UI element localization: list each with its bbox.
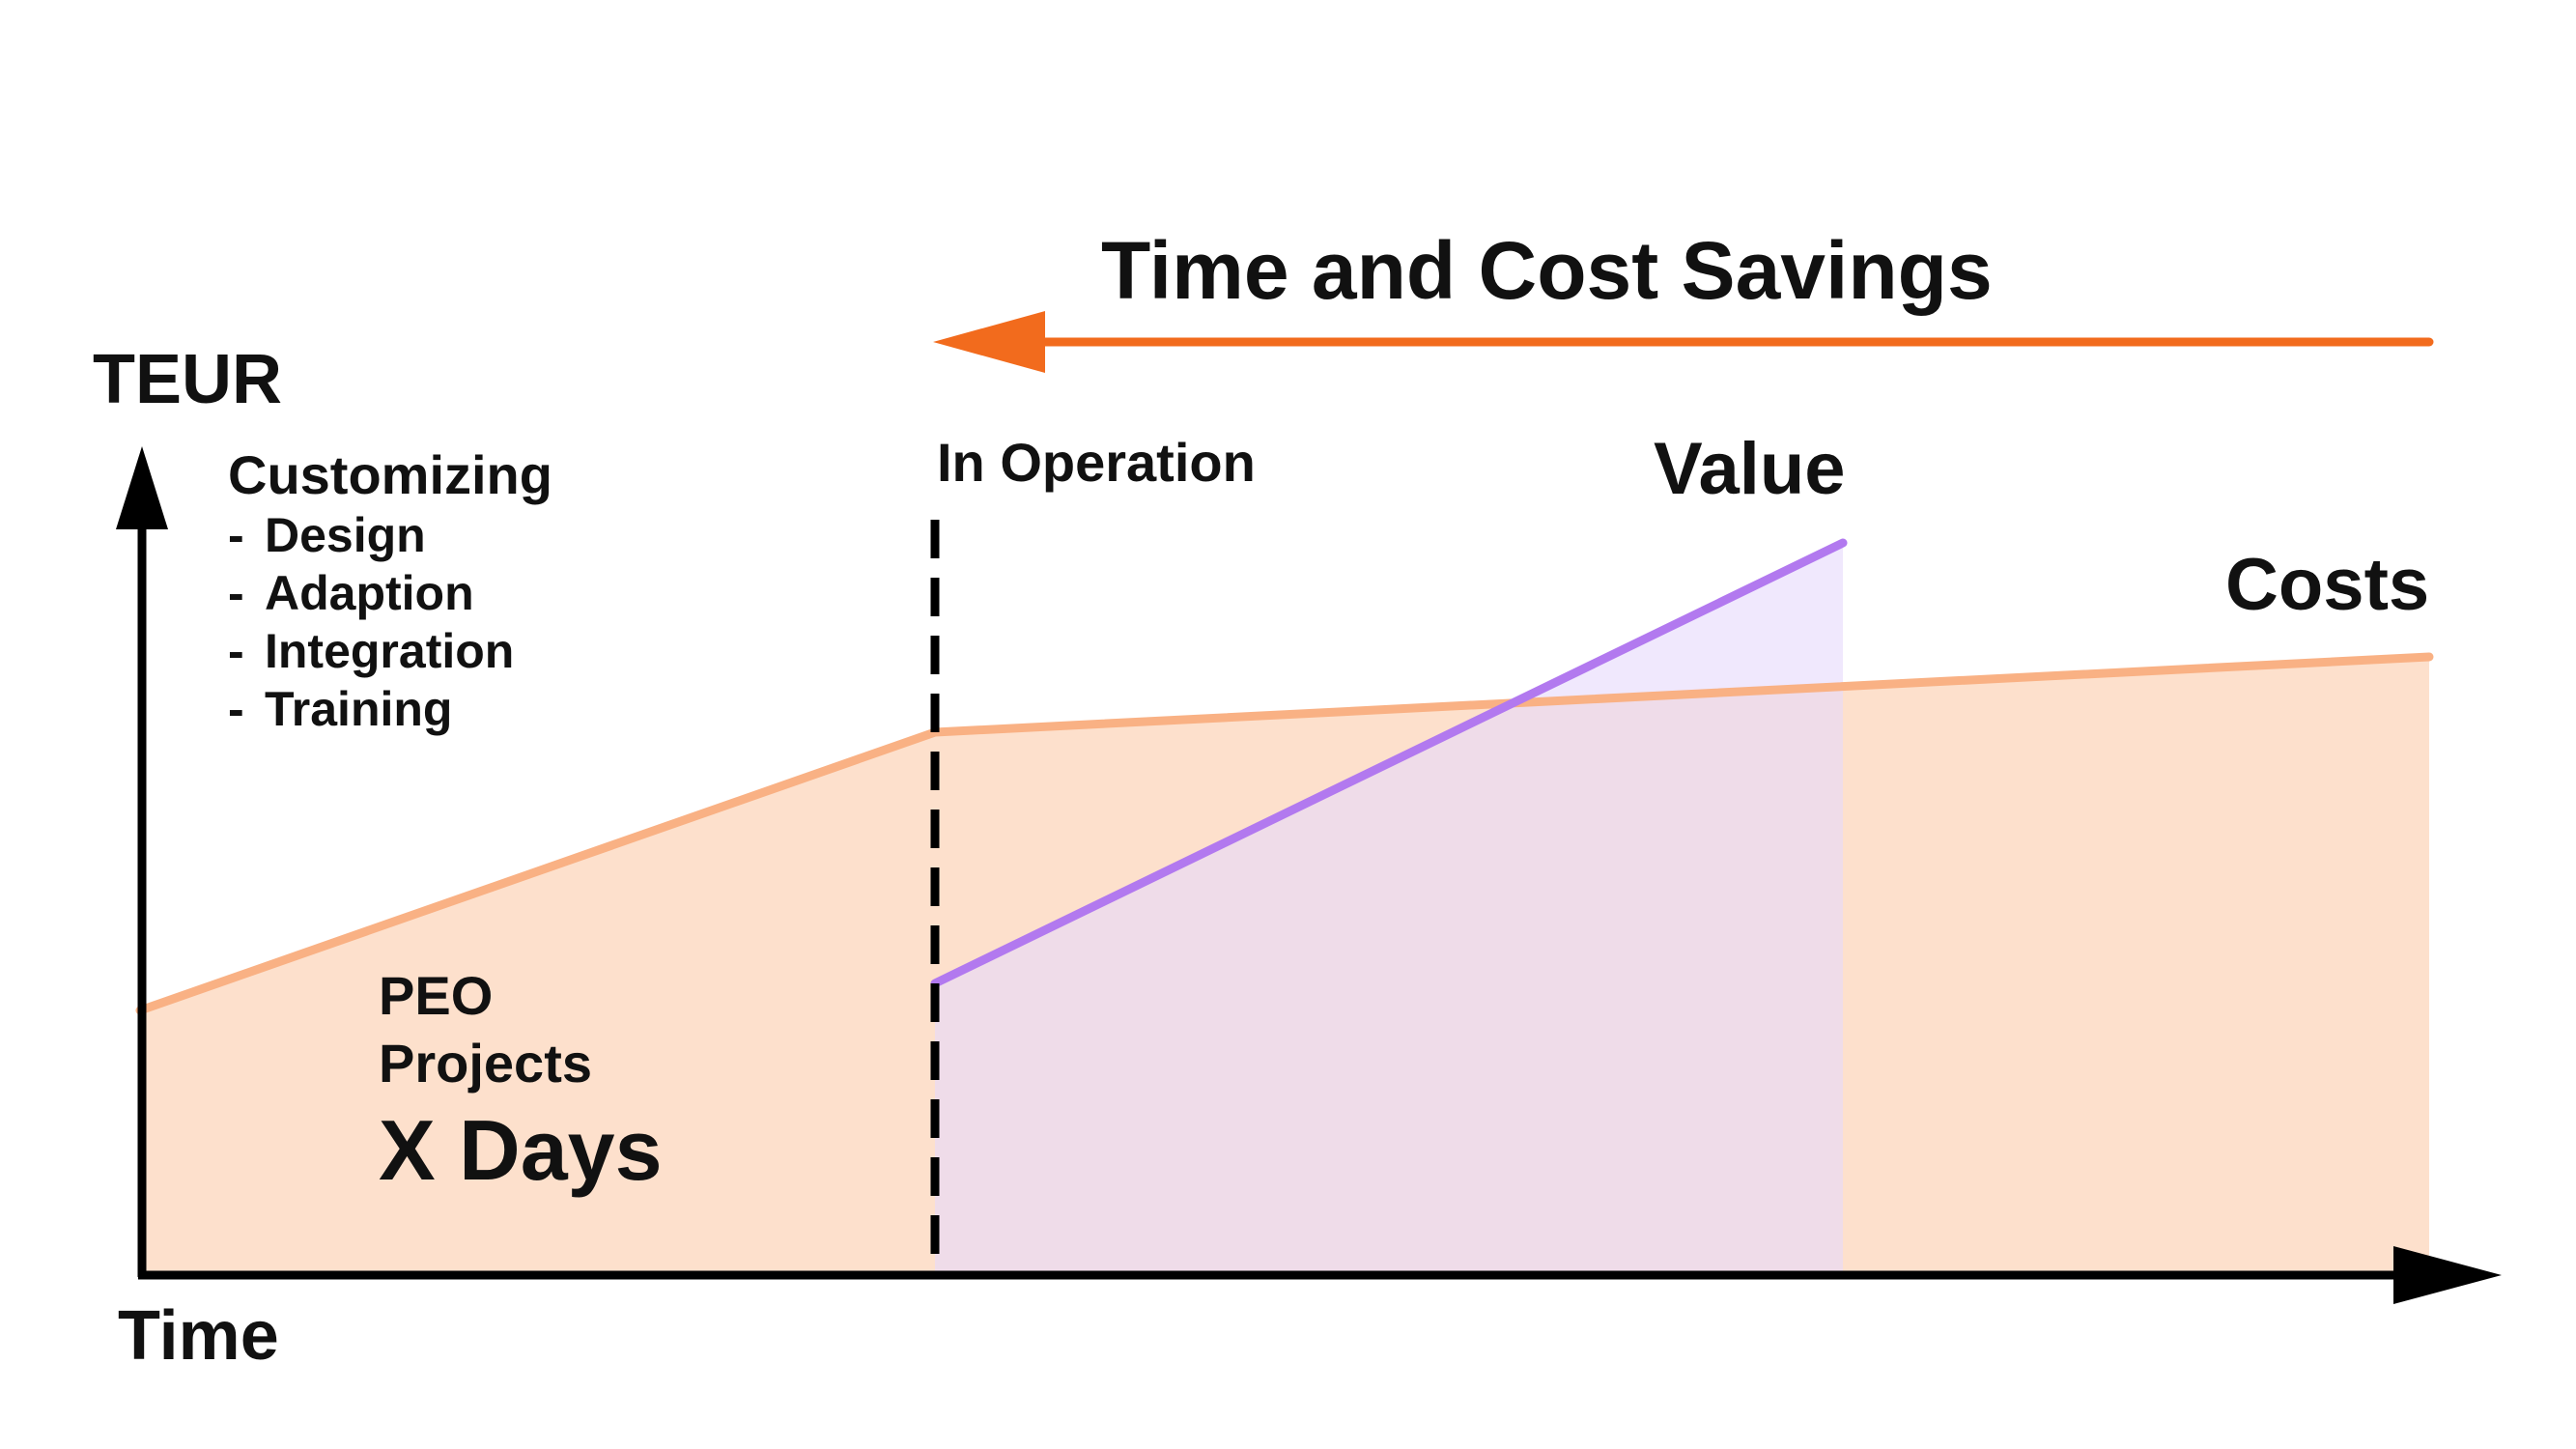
customizing-block: Customizing - Design - Adaption - Integrati… <box>228 444 552 738</box>
y-axis-arrowhead-icon <box>116 446 168 529</box>
customizing-item-label: Training <box>265 682 453 736</box>
value-area <box>935 543 1843 1275</box>
customizing-heading: Customizing <box>228 444 552 505</box>
x-axis-label: Time <box>118 1297 279 1375</box>
in-operation-label: In Operation <box>937 432 1256 493</box>
savings-title: Time and Cost Savings <box>1101 225 1993 316</box>
customizing-item-label: Adaption <box>265 566 474 620</box>
customizing-item-label: Design <box>265 508 426 562</box>
savings-arrowhead-icon <box>933 311 1045 373</box>
y-axis-label: TEUR <box>93 341 282 418</box>
customizing-item: - Adaption <box>228 566 474 620</box>
peo-duration: X Days <box>379 1102 663 1198</box>
peo-line-2: Projects <box>379 1033 592 1094</box>
customizing-item: - Integration <box>228 624 515 678</box>
value-label: Value <box>1654 428 1846 510</box>
customizing-list: - Design - Adaption - Integration - Training <box>228 506 552 738</box>
peo-projects-block: PEO Projects X Days <box>379 962 663 1204</box>
value-line <box>930 538 1848 988</box>
customizing-item: - Design <box>228 508 426 562</box>
x-axis-arrowhead-icon <box>2393 1246 2502 1304</box>
customizing-item-label: Integration <box>265 624 515 678</box>
peo-line-1: PEO <box>379 965 494 1026</box>
customizing-item: - Training <box>228 682 453 736</box>
costs-label: Costs <box>2225 544 2430 626</box>
